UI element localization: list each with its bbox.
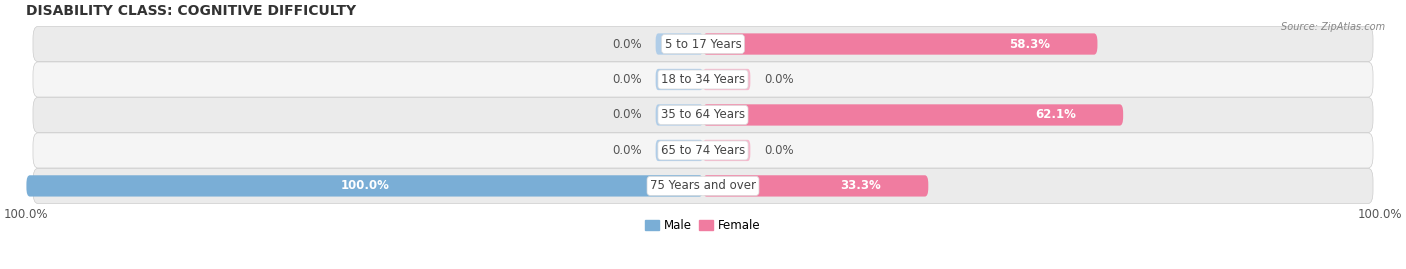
Text: 5 to 17 Years: 5 to 17 Years xyxy=(665,37,741,51)
FancyBboxPatch shape xyxy=(703,104,1123,126)
FancyBboxPatch shape xyxy=(32,62,1374,97)
Text: 75 Years and over: 75 Years and over xyxy=(650,179,756,192)
Text: 62.1%: 62.1% xyxy=(1035,108,1076,122)
FancyBboxPatch shape xyxy=(32,26,1374,62)
Text: 100.0%: 100.0% xyxy=(340,179,389,192)
FancyBboxPatch shape xyxy=(655,69,703,90)
Text: 0.0%: 0.0% xyxy=(613,108,643,122)
FancyBboxPatch shape xyxy=(32,133,1374,168)
FancyBboxPatch shape xyxy=(32,168,1374,203)
Text: 35 to 64 Years: 35 to 64 Years xyxy=(661,108,745,122)
Text: 33.3%: 33.3% xyxy=(841,179,882,192)
Text: 0.0%: 0.0% xyxy=(613,37,643,51)
FancyBboxPatch shape xyxy=(703,175,928,197)
Text: 0.0%: 0.0% xyxy=(763,144,793,157)
Text: 0.0%: 0.0% xyxy=(613,73,643,86)
Text: 0.0%: 0.0% xyxy=(613,144,643,157)
FancyBboxPatch shape xyxy=(27,175,703,197)
Legend: Male, Female: Male, Female xyxy=(641,214,765,237)
FancyBboxPatch shape xyxy=(703,140,751,161)
Text: 58.3%: 58.3% xyxy=(1010,37,1050,51)
FancyBboxPatch shape xyxy=(703,33,1098,55)
Text: Source: ZipAtlas.com: Source: ZipAtlas.com xyxy=(1281,22,1385,31)
FancyBboxPatch shape xyxy=(655,104,703,126)
Text: 18 to 34 Years: 18 to 34 Years xyxy=(661,73,745,86)
FancyBboxPatch shape xyxy=(32,97,1374,133)
Text: 65 to 74 Years: 65 to 74 Years xyxy=(661,144,745,157)
FancyBboxPatch shape xyxy=(655,33,703,55)
Text: 0.0%: 0.0% xyxy=(763,73,793,86)
FancyBboxPatch shape xyxy=(703,69,751,90)
Text: DISABILITY CLASS: COGNITIVE DIFFICULTY: DISABILITY CLASS: COGNITIVE DIFFICULTY xyxy=(27,4,357,18)
FancyBboxPatch shape xyxy=(655,140,703,161)
